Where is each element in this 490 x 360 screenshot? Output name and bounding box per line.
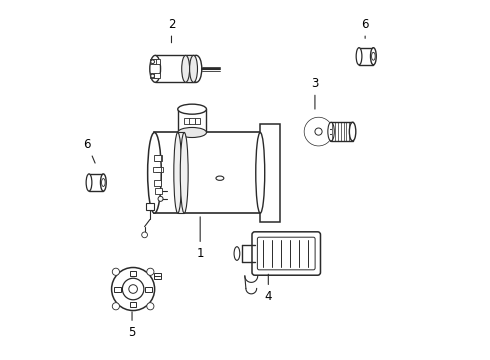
Circle shape <box>151 74 154 78</box>
Circle shape <box>122 278 144 300</box>
Ellipse shape <box>311 124 326 139</box>
Ellipse shape <box>101 179 105 186</box>
Ellipse shape <box>191 55 202 82</box>
Ellipse shape <box>315 128 322 135</box>
Bar <box>150 59 156 64</box>
Circle shape <box>151 60 154 63</box>
Bar <box>146 287 152 292</box>
Ellipse shape <box>100 174 106 191</box>
Ellipse shape <box>306 119 331 144</box>
Ellipse shape <box>256 132 265 213</box>
Ellipse shape <box>182 55 190 82</box>
Bar <box>154 73 160 78</box>
Circle shape <box>142 232 147 238</box>
Ellipse shape <box>190 55 197 82</box>
Bar <box>154 59 160 64</box>
Text: 6: 6 <box>83 138 95 163</box>
Circle shape <box>147 268 154 275</box>
Bar <box>153 180 161 185</box>
Text: 2: 2 <box>168 18 175 43</box>
Bar <box>146 203 153 211</box>
FancyBboxPatch shape <box>257 237 315 270</box>
Ellipse shape <box>307 120 330 143</box>
Bar <box>155 167 163 172</box>
Bar <box>150 73 156 78</box>
Circle shape <box>112 268 120 275</box>
Bar <box>115 287 121 292</box>
Bar <box>189 118 195 124</box>
Ellipse shape <box>174 132 182 213</box>
Ellipse shape <box>356 48 362 65</box>
Ellipse shape <box>150 55 161 82</box>
Ellipse shape <box>371 52 375 60</box>
Bar <box>130 271 136 276</box>
Bar <box>154 155 161 161</box>
Circle shape <box>158 196 163 201</box>
Circle shape <box>129 285 137 293</box>
Text: 4: 4 <box>265 274 272 303</box>
Ellipse shape <box>370 48 376 65</box>
Bar <box>178 109 206 132</box>
Ellipse shape <box>86 174 92 191</box>
Bar <box>260 123 280 222</box>
Ellipse shape <box>307 120 330 143</box>
Circle shape <box>151 60 154 63</box>
Ellipse shape <box>309 122 329 141</box>
Bar <box>155 155 162 161</box>
Text: 6: 6 <box>362 18 369 39</box>
Ellipse shape <box>178 104 206 114</box>
Bar <box>155 189 162 194</box>
Bar <box>154 273 161 279</box>
Ellipse shape <box>349 122 356 141</box>
Bar <box>359 48 373 65</box>
Ellipse shape <box>216 176 224 180</box>
Text: 5: 5 <box>128 312 136 339</box>
Bar <box>178 132 184 213</box>
Ellipse shape <box>147 132 161 213</box>
FancyBboxPatch shape <box>252 232 320 275</box>
Bar <box>153 167 161 172</box>
Circle shape <box>147 303 154 310</box>
Circle shape <box>112 267 155 311</box>
Text: 3: 3 <box>311 77 318 109</box>
Ellipse shape <box>304 117 333 146</box>
Ellipse shape <box>180 132 188 213</box>
Text: 1: 1 <box>196 217 204 260</box>
Circle shape <box>112 303 120 310</box>
Bar <box>155 55 196 82</box>
Bar <box>89 174 103 191</box>
Bar <box>195 118 200 124</box>
Bar <box>154 132 260 213</box>
Circle shape <box>151 74 154 78</box>
Bar <box>331 122 353 141</box>
Ellipse shape <box>178 127 206 138</box>
Bar <box>184 118 190 124</box>
Bar <box>186 55 194 82</box>
Ellipse shape <box>328 122 334 141</box>
Bar <box>130 302 136 307</box>
Ellipse shape <box>234 247 240 260</box>
